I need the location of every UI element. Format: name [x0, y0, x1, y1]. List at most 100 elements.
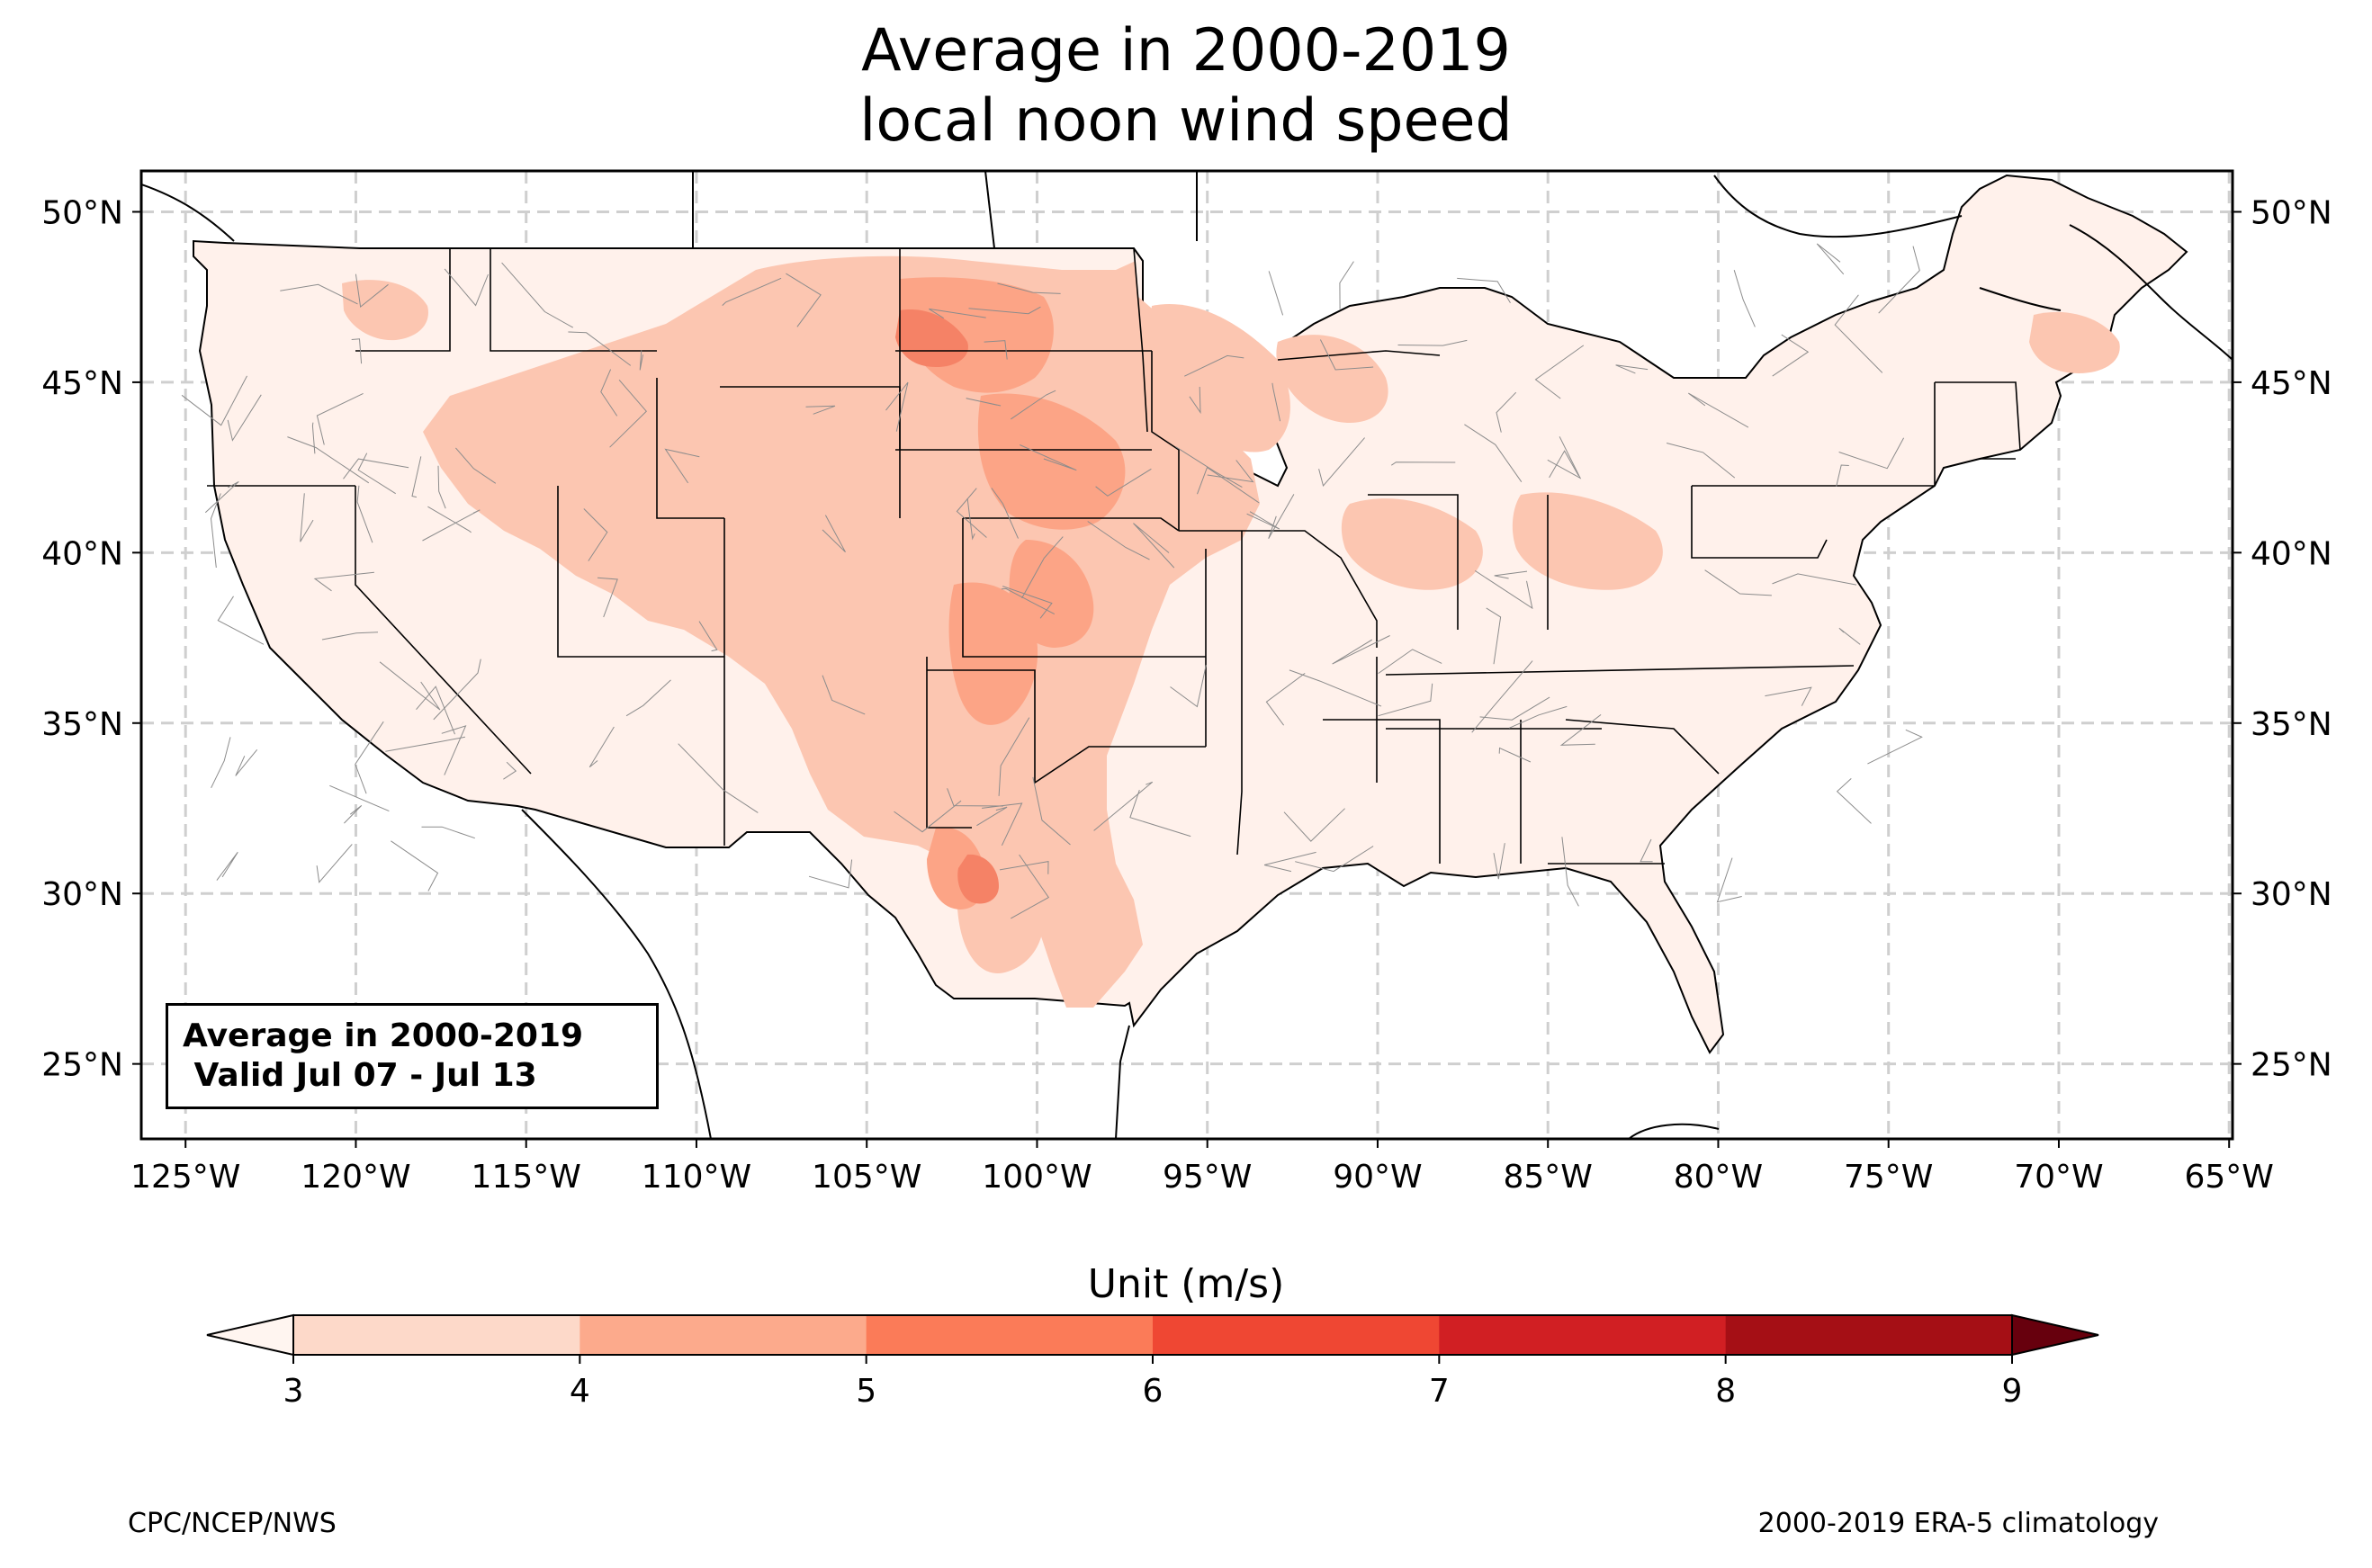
- county-line: [433, 659, 481, 721]
- colorbar: 3 4 5 6 7 8 9: [206, 1313, 2099, 1410]
- colorbar-tick-label: 7: [1429, 1373, 1450, 1410]
- county-line: [1733, 270, 1756, 327]
- county-line: [355, 721, 384, 794]
- footer-source: 2000-2019 ERA-5 climatology: [1757, 1508, 2159, 1539]
- colorbar-over-triangle: [2011, 1313, 2099, 1357]
- county-line: [1878, 246, 1920, 314]
- county-line: [1170, 665, 1207, 708]
- county-line: [583, 508, 608, 561]
- county-line: [343, 458, 409, 479]
- county-line: [786, 273, 822, 327]
- county-line: [1838, 437, 1905, 470]
- county-line: [1534, 345, 1585, 399]
- lat-tick-label-left: 40°N: [41, 535, 123, 572]
- county-line: [344, 805, 363, 824]
- county-line: [1816, 243, 1845, 275]
- colorbar-segment: [1153, 1315, 1440, 1355]
- title-line-2: local noon wind speed: [859, 87, 1513, 155]
- county-line: [356, 485, 373, 543]
- county-line: [204, 480, 239, 514]
- county-line: [422, 509, 481, 542]
- county-line: [280, 283, 358, 305]
- county-line: [1001, 587, 1056, 615]
- county-line: [1640, 838, 1653, 863]
- county-line: [355, 273, 389, 309]
- county-line: [235, 748, 258, 776]
- county-line: [1032, 776, 1071, 846]
- county-line: [1496, 391, 1517, 433]
- county-line: [210, 493, 221, 569]
- county-line: [211, 737, 231, 789]
- lon-tick-label: 115°W: [472, 1159, 581, 1196]
- county-line: [968, 306, 1041, 315]
- county-line: [609, 379, 647, 448]
- latitude-tick-labels-right: 50°N 45°N 40°N 35°N 30°N 25°N: [2233, 194, 2332, 1084]
- county-line: [1765, 686, 1812, 706]
- county-line: [1095, 468, 1152, 497]
- county-line: [600, 369, 618, 417]
- county-line: [411, 456, 422, 498]
- county-line: [1479, 696, 1550, 721]
- county-line: [316, 844, 353, 883]
- county-line: [625, 679, 671, 717]
- county-line: [501, 262, 574, 328]
- lon-tick-label: 105°W: [812, 1159, 921, 1196]
- county-line: [1289, 669, 1382, 707]
- lat-tick-label-left: 35°N: [41, 706, 123, 743]
- county-line: [597, 577, 618, 618]
- county-line: [678, 743, 759, 813]
- colorbar-title: Unit (m/s): [1087, 1261, 1285, 1307]
- county-line: [441, 725, 467, 775]
- county-line: [1486, 607, 1502, 665]
- county-line: [311, 422, 316, 454]
- county-line: [1175, 446, 1243, 488]
- colorbar-under-triangle: [206, 1313, 294, 1357]
- county-line: [639, 350, 643, 371]
- county-line: [1615, 364, 1649, 374]
- county-line: [698, 621, 718, 652]
- county-line: [1339, 261, 1354, 309]
- lon-tick-label: 100°W: [982, 1159, 1092, 1196]
- county-line: [1666, 443, 1736, 479]
- colorbar-segment: [1725, 1315, 2013, 1355]
- county-line: [385, 736, 465, 752]
- county-line: [1246, 511, 1280, 530]
- lat-tick-label-right: 40°N: [2251, 535, 2332, 572]
- county-line: [1704, 569, 1772, 596]
- lat-tick-label-left: 50°N: [41, 194, 123, 231]
- county-line: [998, 717, 1030, 796]
- colorbar-tick-label: 9: [2002, 1373, 2023, 1410]
- lon-tick-label: 120°W: [301, 1159, 410, 1196]
- county-line: [300, 493, 314, 542]
- county-line: [421, 826, 475, 839]
- county-line: [1283, 808, 1345, 842]
- lon-tick-label: 70°W: [2014, 1159, 2103, 1196]
- lon-tick-label: 85°W: [1504, 1159, 1593, 1196]
- county-line: [1207, 460, 1254, 483]
- lon-tick-label: 80°W: [1674, 1159, 1763, 1196]
- colorbar-segment: [866, 1315, 1154, 1355]
- county-line: [216, 851, 238, 881]
- county-line: [217, 596, 265, 645]
- county-line: [1332, 635, 1390, 665]
- county-line: [1688, 392, 1749, 428]
- county-line: [1716, 857, 1742, 903]
- lon-tick-label: 75°W: [1844, 1159, 1933, 1196]
- county-line: [1265, 672, 1306, 726]
- colorbar-tick-label: 8: [1715, 1373, 1736, 1410]
- neighbor-land: [141, 171, 2233, 1139]
- county-line: [1133, 523, 1175, 569]
- county-line: [357, 452, 396, 495]
- county-line: [1021, 536, 1064, 599]
- county-line: [1867, 729, 1923, 765]
- county-line: [329, 784, 390, 812]
- county-line: [982, 802, 1023, 847]
- county-line: [1836, 464, 1849, 487]
- county-line: [976, 806, 1008, 827]
- county-line: [1391, 461, 1456, 466]
- county-line: [1087, 521, 1150, 560]
- county-line: [1834, 294, 1883, 373]
- lat-tick-label-left: 45°N: [41, 365, 123, 402]
- map-title: Average in 2000-2019 local noon wind spe…: [0, 16, 2372, 157]
- county-line: [1493, 843, 1505, 880]
